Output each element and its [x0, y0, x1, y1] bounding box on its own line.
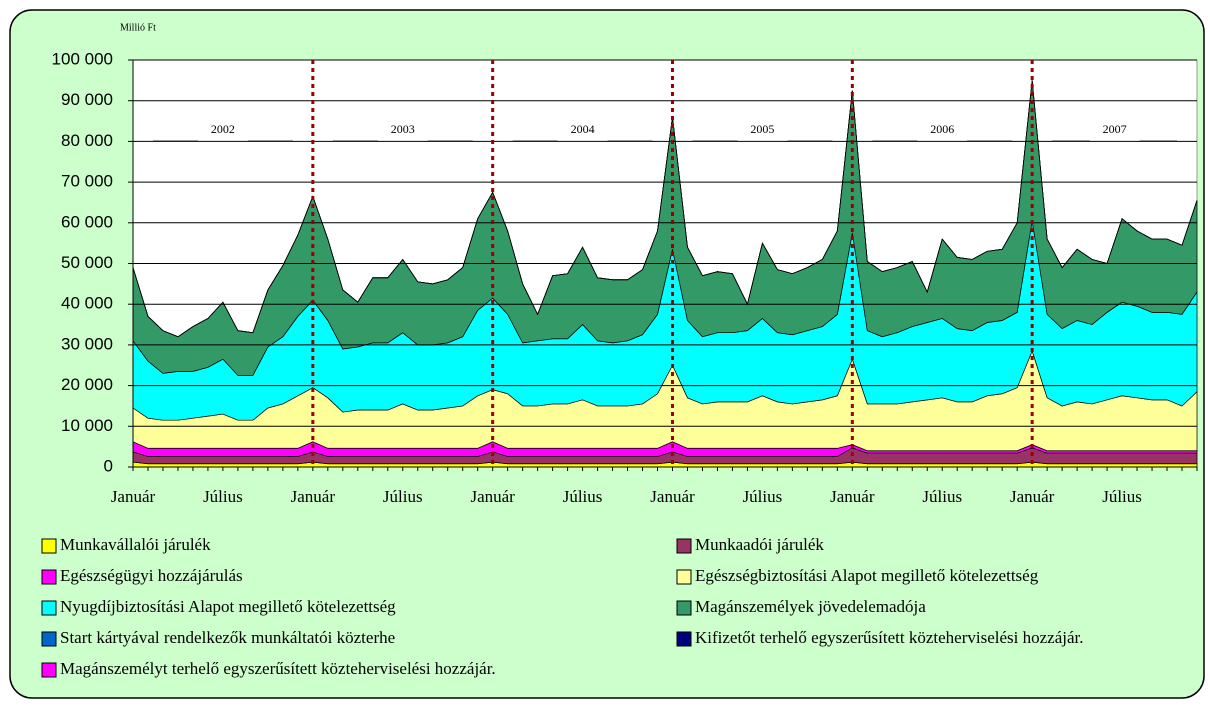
- legend-swatch: [676, 538, 692, 554]
- legend-label: Nyugdíjbiztosítási Alapot megillető köte…: [60, 597, 396, 616]
- legend-label: Magánszemélyt terhelő egyszerűsített köz…: [60, 659, 496, 678]
- legend-swatch: [41, 631, 57, 647]
- x-tick-label: Július: [203, 487, 243, 506]
- legend-swatch: [41, 538, 57, 554]
- y-tick-label: 40 000: [61, 294, 113, 313]
- y-tick-label: 60 000: [61, 212, 113, 231]
- legend-swatch: [41, 569, 57, 585]
- year-label: 2006: [930, 122, 954, 136]
- legend-swatch: [676, 569, 692, 585]
- year-label: 2003: [391, 122, 415, 136]
- x-tick-label: Január: [650, 487, 695, 506]
- x-tick-label: Január: [1010, 487, 1055, 506]
- y-tick-label: 80 000: [61, 131, 113, 150]
- legend-label: Magánszemélyek jövedelemadója: [695, 597, 926, 616]
- year-label: 2004: [571, 122, 595, 136]
- y-tick-label: 0: [104, 456, 113, 475]
- x-tick-label: Január: [830, 487, 875, 506]
- y-tick-label: 10 000: [61, 416, 113, 435]
- y-tick-label: 100 000: [52, 49, 113, 68]
- x-tick-label: Július: [563, 487, 603, 506]
- y-tick-label: 50 000: [61, 253, 113, 272]
- y-tick-label: 70 000: [61, 172, 113, 191]
- legend-label: Start kártyával rendelkezők munkáltatói …: [60, 628, 395, 647]
- x-tick-label: Január: [291, 487, 336, 506]
- y-tick-label: 20 000: [61, 375, 113, 394]
- year-label: 2007: [1103, 122, 1127, 136]
- area: [132, 80, 1198, 338]
- legend-swatch: [676, 631, 692, 647]
- year-label: 2002: [211, 122, 235, 136]
- y-tick-label: 90 000: [61, 90, 113, 109]
- year-label: 2005: [750, 122, 774, 136]
- y-tick-label: 30 000: [61, 334, 113, 353]
- legend-swatch: [676, 600, 692, 616]
- x-tick-label: Július: [1102, 487, 1142, 506]
- legend-swatch: [41, 600, 57, 616]
- x-tick-label: Január: [111, 487, 156, 506]
- legend-label: Egészségügyi hozzájárulás: [60, 566, 243, 585]
- legend-label: Egészségbiztosítási Alapot megillető köt…: [695, 566, 1039, 585]
- x-tick-label: Július: [743, 487, 783, 506]
- legend-label: Kifizetőt terhelő egyszerűsített köztehe…: [695, 628, 1083, 647]
- legend-label: Munkavállalói járulék: [60, 535, 211, 554]
- legend-label: Munkaadói járulék: [695, 535, 824, 554]
- x-tick-label: Július: [383, 487, 423, 506]
- x-tick-label: Január: [470, 487, 515, 506]
- axis-unit: Millió Ft: [120, 22, 156, 33]
- legend-swatch: [41, 662, 57, 678]
- x-tick-label: Július: [922, 487, 962, 506]
